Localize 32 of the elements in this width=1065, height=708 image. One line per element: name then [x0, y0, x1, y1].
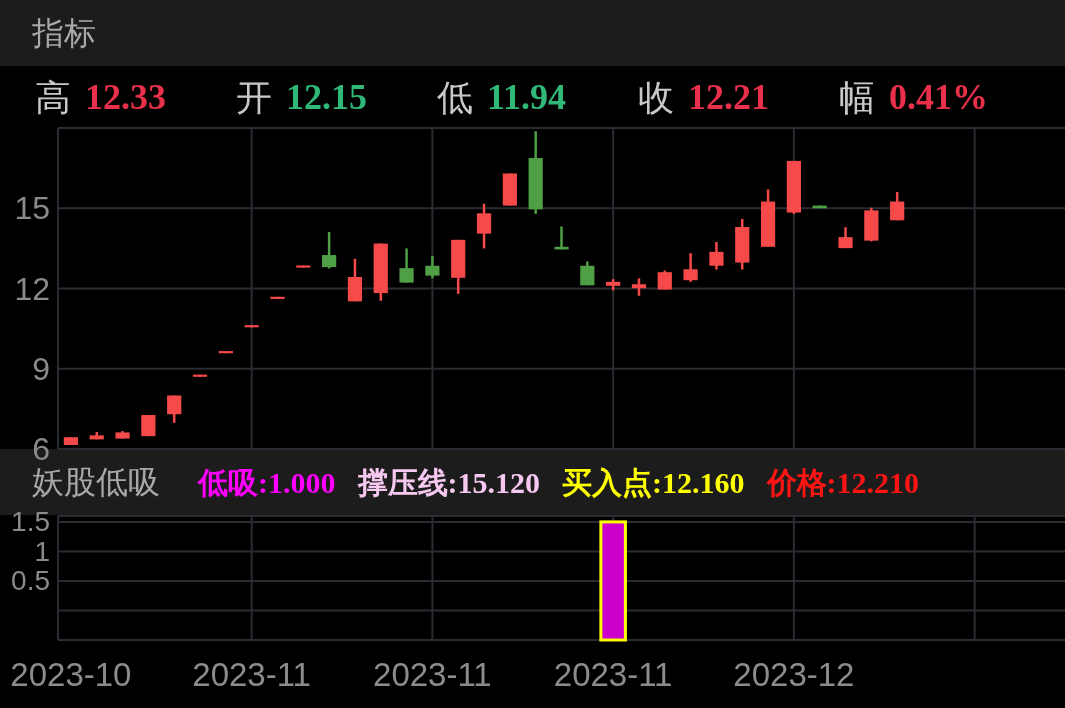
candlestick [167, 394, 182, 425]
text: 价格:12.210 [764, 465, 919, 499]
x-tick-label: 2023-12 [733, 655, 855, 693]
y-tick-label: 1.5 [11, 506, 50, 538]
x-tick-label: 2023-11 [192, 655, 311, 693]
x-tick-label: 2023-10 [10, 655, 132, 693]
y-tick-label: 6 [32, 431, 50, 467]
y-tick-label: 0.5 [11, 565, 50, 597]
text: 幅 0.41% [839, 76, 988, 118]
y-tick-label: 1 [34, 535, 50, 567]
candlestick [657, 269, 672, 291]
y-tick-label: 15 [14, 190, 50, 227]
text: 开 12.15 [236, 76, 367, 118]
candlestick [425, 254, 440, 280]
x-tick-label: 2023-11 [373, 655, 492, 693]
y-tick-label: 12 [14, 270, 50, 307]
candlestick [399, 247, 414, 284]
y-tick-label: 9 [32, 350, 50, 387]
candlestick [476, 202, 492, 250]
candlestick [709, 240, 724, 271]
x-tick-label: 2023-11 [553, 655, 673, 693]
candlestick [683, 251, 698, 284]
text: 买入点:12.160 [562, 465, 745, 499]
chart-title: 指标 [31, 15, 96, 51]
text: 低 11.94 [437, 76, 567, 118]
candlestick [322, 230, 337, 270]
text: 低吸:1.000 [197, 465, 336, 499]
candlestick [890, 190, 905, 222]
text: 高 12.33 [35, 76, 166, 118]
text: 撑压线:15.120 [356, 465, 540, 499]
text: 收 12.21 [638, 76, 769, 118]
chart-title: 妖股低吸 [32, 464, 160, 500]
